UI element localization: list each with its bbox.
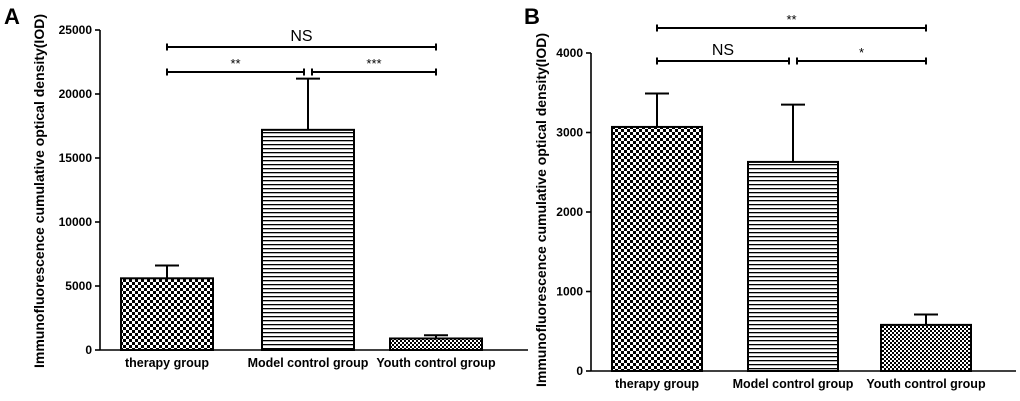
- significance-label: ***: [366, 56, 381, 71]
- significance-label: **: [786, 12, 796, 27]
- bar: [880, 323, 972, 373]
- significance-label: NS: [712, 42, 734, 59]
- y-axis-label: Immunofluorescence cumulative optical de…: [533, 33, 549, 387]
- significance-label: **: [230, 56, 240, 71]
- significance-bracket: [656, 24, 927, 32]
- y-tick-label: 0: [576, 364, 583, 378]
- x-tick-label: Youth control group: [376, 356, 496, 370]
- panel-letter: A: [4, 4, 20, 29]
- y-tick-label: 15000: [59, 151, 93, 165]
- significance-bracket: [166, 43, 437, 51]
- y-tick-label: 4000: [556, 46, 583, 60]
- panel-b: B Immunofluorescence cumulative optical …: [524, 4, 1016, 391]
- significance-bracket: [796, 57, 927, 65]
- y-tick-label: 20000: [59, 87, 93, 101]
- panel-letter: B: [524, 4, 540, 29]
- bar: [611, 125, 703, 372]
- x-tick-label: therapy group: [615, 377, 699, 391]
- y-tick-label: 2000: [556, 205, 583, 219]
- x-tick-label: therapy group: [125, 356, 209, 370]
- y-tick-label: 1000: [556, 285, 583, 299]
- bar: [747, 160, 839, 372]
- significance-bracket: [311, 68, 437, 76]
- x-tick-label: Youth control group: [866, 377, 986, 391]
- y-tick-label: 3000: [556, 126, 583, 140]
- significance-label: NS: [290, 28, 312, 45]
- significance-bracket: [656, 57, 790, 65]
- significance-label: *: [859, 45, 864, 60]
- y-tick-label: 5000: [65, 279, 92, 293]
- y-axis-label: Immunofluorescence cumulative optical de…: [31, 14, 47, 368]
- x-tick-label: Model control group: [248, 356, 369, 370]
- bar: [120, 277, 214, 352]
- bar: [261, 128, 355, 351]
- x-tick-label: Model control group: [733, 377, 854, 391]
- y-tick-label: 10000: [59, 215, 93, 229]
- significance-bracket: [166, 68, 305, 76]
- y-tick-label: 25000: [59, 23, 93, 37]
- bar: [389, 337, 483, 352]
- panel-a: A Immunofluorescence cumulative optical …: [4, 4, 528, 370]
- y-tick-label: 0: [85, 343, 92, 357]
